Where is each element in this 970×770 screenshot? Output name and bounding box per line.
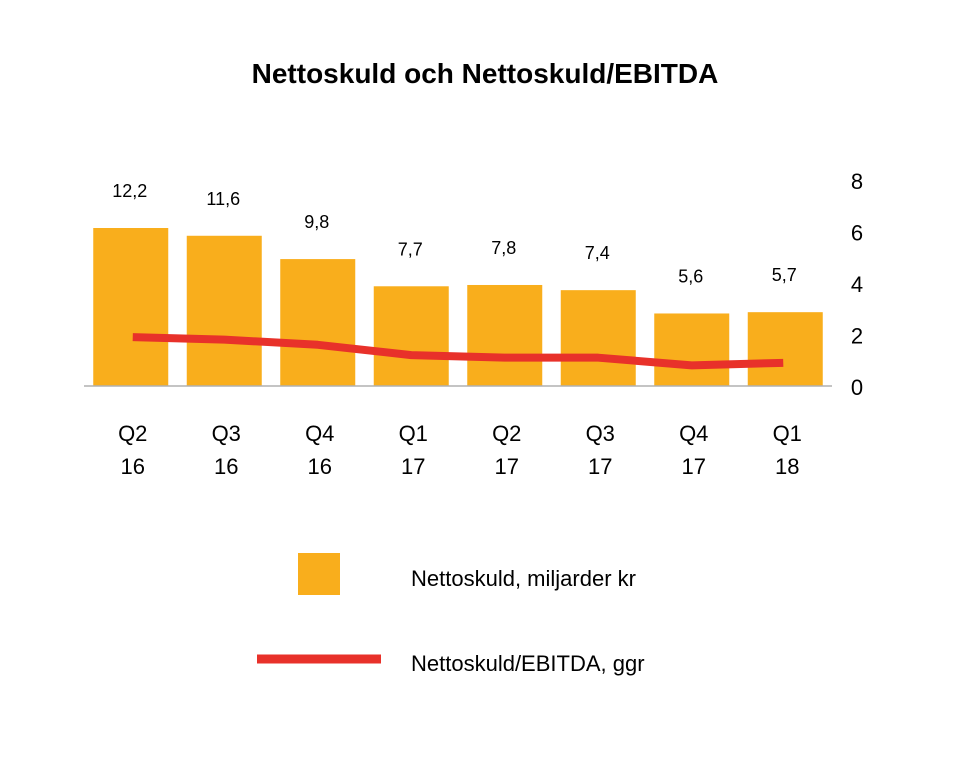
bar-value-label: 11,6 xyxy=(206,189,240,209)
right-axis-tick-labels: 0 2 4 6 8 xyxy=(851,169,863,400)
line-layer xyxy=(132,333,784,370)
x-tick-year: 17 xyxy=(495,454,519,479)
x-tick-year: 17 xyxy=(682,454,706,479)
x-tick-quarter: Q2 xyxy=(492,421,521,446)
x-tick-quarter: Q1 xyxy=(399,421,428,446)
bar xyxy=(560,290,636,386)
x-tick-quarter: Q3 xyxy=(586,421,615,446)
x-tick-year: 17 xyxy=(588,454,612,479)
x-tick-year: 16 xyxy=(214,454,238,479)
labels-layer: 12,2 11,6 9,8 7,7 7,8 7,4 5,6 5,7 xyxy=(112,181,797,286)
bar xyxy=(280,259,356,386)
x-tick-quarter: Q4 xyxy=(679,421,708,446)
bar xyxy=(93,228,169,386)
bar-value-label: 7,7 xyxy=(398,239,423,259)
right-axis-tick: 6 xyxy=(851,221,863,246)
ratio-line xyxy=(132,333,784,370)
bar-value-label: 5,6 xyxy=(678,266,703,286)
right-axis-tick: 0 xyxy=(851,375,863,400)
bar-value-label: 7,4 xyxy=(585,243,610,263)
bar-value-label: 7,8 xyxy=(491,238,516,258)
right-axis-tick: 8 xyxy=(851,169,863,194)
x-tick-year: 18 xyxy=(775,454,799,479)
bar xyxy=(654,313,730,386)
x-tick-quarter: Q4 xyxy=(305,421,334,446)
right-axis-tick: 4 xyxy=(851,272,863,297)
x-tick-year: 16 xyxy=(308,454,332,479)
bar xyxy=(373,286,449,386)
right-axis-tick: 2 xyxy=(851,324,863,349)
legend-label-line: Nettoskuld/EBITDA, ggr xyxy=(411,651,645,676)
bar-value-label: 9,8 xyxy=(304,212,329,232)
bar-value-label: 12,2 xyxy=(112,181,147,201)
x-tick-quarter: Q3 xyxy=(212,421,241,446)
legend-label-bar: Nettoskuld, miljarder kr xyxy=(411,566,636,591)
x-tick-year: 16 xyxy=(121,454,145,479)
chart-title: Nettoskuld och Nettoskuld/EBITDA xyxy=(251,58,719,89)
legend-swatch-bar xyxy=(298,553,340,595)
bars-layer xyxy=(93,228,823,386)
x-axis-tick-labels: Q2 16 Q3 16 Q4 16 Q1 17 Q2 17 Q3 17 Q4 17 Q1 18 xyxy=(118,421,802,479)
bar xyxy=(186,235,262,386)
bar xyxy=(747,312,823,386)
bar-value-label: 5,7 xyxy=(772,265,797,285)
x-tick-quarter: Q2 xyxy=(118,421,147,446)
x-tick-year: 17 xyxy=(401,454,425,479)
bar xyxy=(467,284,543,386)
x-tick-quarter: Q1 xyxy=(773,421,802,446)
